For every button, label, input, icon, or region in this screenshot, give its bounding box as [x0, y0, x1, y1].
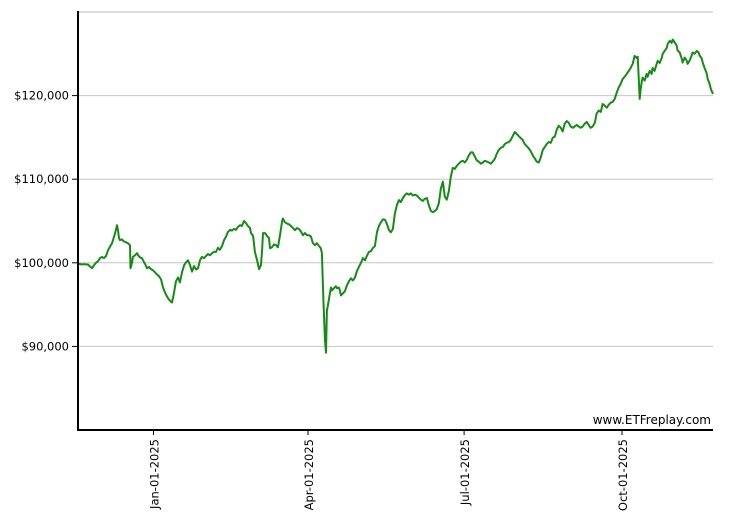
- growth-of-100000-usd-line: [77, 38, 714, 354]
- x-axis-labels: Jan-01-2025 Apr-01-2025 Jul-01-2025 Oct-01-…: [148, 439, 631, 511]
- etfreplay-watermark: www.ETFreplay.com: [593, 413, 711, 427]
- y-tick-label: $100,000: [14, 256, 69, 270]
- x-axis-ticks: [153, 430, 623, 435]
- price-line-group: [77, 38, 714, 354]
- x-tick-label: Jul-01-2025: [458, 439, 472, 506]
- y-tick-label: $90,000: [21, 339, 69, 353]
- x-tick-label: Jan-01-2025: [148, 439, 162, 510]
- y-tick-label: $110,000: [14, 172, 69, 186]
- y-tick-label: $120,000: [14, 89, 69, 103]
- y-axis-ticks: [72, 95, 78, 347]
- x-tick-label: Apr-01-2025: [302, 439, 316, 510]
- y-axis-labels: $90,000 $100,000 $110,000 $120,000: [14, 89, 69, 354]
- x-tick-label: Oct-01-2025: [616, 439, 630, 511]
- gridlines: [78, 95, 713, 347]
